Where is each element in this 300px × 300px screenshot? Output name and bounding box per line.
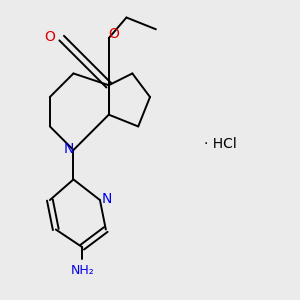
Text: N: N (64, 142, 74, 155)
Text: O: O (44, 30, 55, 44)
Text: N: N (102, 192, 112, 206)
Text: O: O (108, 27, 118, 41)
Text: · HCl: · HCl (204, 137, 237, 151)
Text: NH₂: NH₂ (70, 264, 94, 277)
